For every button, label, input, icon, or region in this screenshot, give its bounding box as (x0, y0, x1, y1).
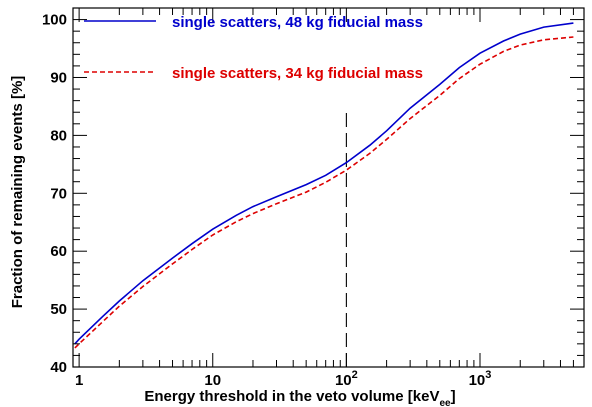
plot-frame (72, 7, 585, 368)
y-tick-label: 100 (42, 12, 67, 29)
legend-label-2: single scatters, 34 kg fiducial mass (172, 65, 423, 82)
x-axis-title-main: Energy threshold in the veto volume [keV (144, 388, 439, 405)
x-axis-title-subscript: ee (439, 398, 451, 407)
series-line-2 (74, 36, 574, 349)
x-axis-title-end: ] (451, 388, 456, 405)
x-tick-label: 1 (75, 372, 83, 389)
x-axis-title: Energy threshold in the veto volume [keV… (144, 388, 455, 407)
series-layer (74, 22, 574, 349)
legend-label-1: single scatters, 48 kg fiducial mass (172, 14, 423, 31)
legend: single scatters, 48 kg fiducial mass sing… (84, 14, 423, 82)
y-tick-label: 80 (50, 127, 67, 144)
y-axis-title: Fraction of remaining events [%] (9, 76, 26, 309)
y-tick-label: 60 (50, 243, 67, 260)
y-tick-label: 50 (50, 301, 67, 318)
y-tick-label: 70 (50, 185, 67, 202)
x-tick-label: 102 (335, 369, 358, 389)
series-line-1 (74, 22, 574, 345)
x-tick-label: 103 (469, 369, 492, 389)
x-tick-label: 10 (204, 372, 221, 389)
ticks-layer (73, 7, 585, 368)
plot-area (72, 7, 585, 368)
y-tick-label: 40 (50, 359, 67, 376)
y-tick-label: 90 (50, 69, 67, 86)
